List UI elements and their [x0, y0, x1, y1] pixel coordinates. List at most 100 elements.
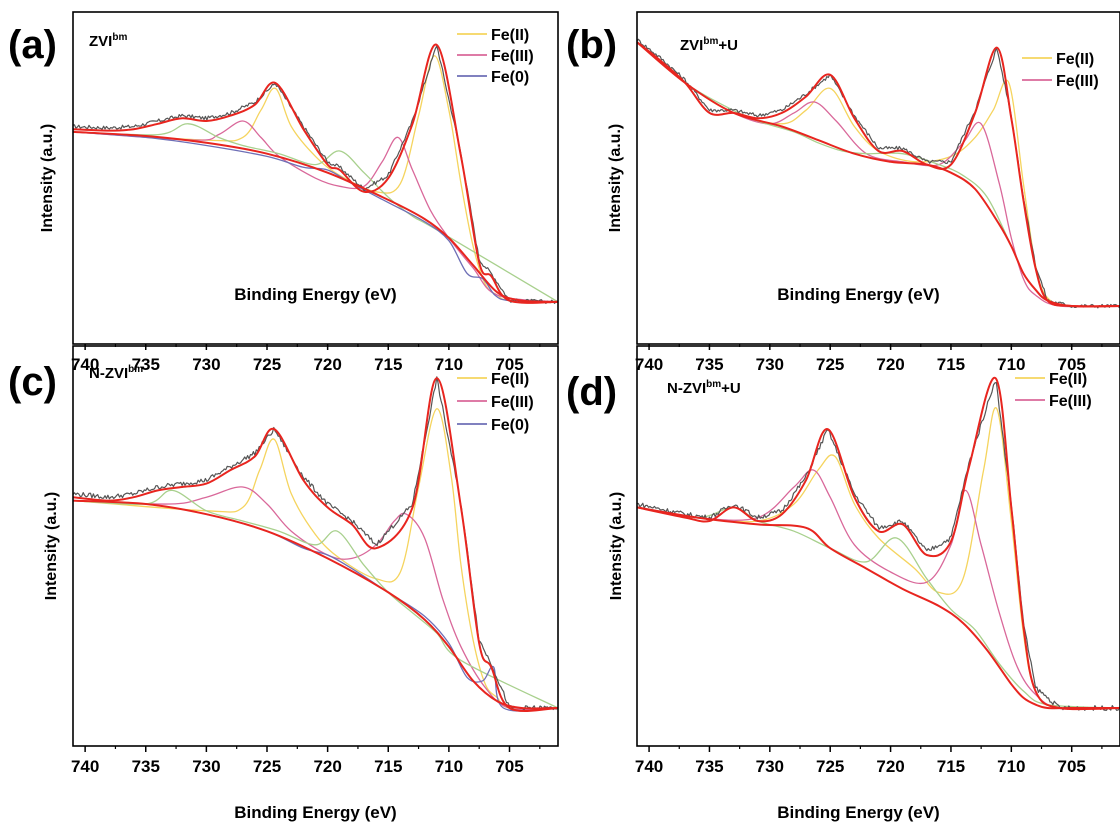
- series-component-3: [637, 407, 1120, 710]
- panel-d: 740 735 730 725 720 715 710 705 Binding Energy (…: [566, 345, 1120, 822]
- x-tick-label: 735: [695, 355, 723, 374]
- plot-frame: [636, 345, 1120, 747]
- series-envelope-1: [73, 377, 558, 712]
- series-raw-spectrum: [637, 381, 1120, 711]
- series-component-3: [637, 41, 1120, 308]
- x-tick-label: 730: [756, 757, 784, 776]
- legend-label: Fe(0): [491, 69, 529, 86]
- series-component-4: [637, 469, 1120, 710]
- panel-label: (d): [566, 370, 617, 414]
- panel-label: (b): [566, 23, 617, 67]
- x-tick-label: 725: [816, 757, 844, 776]
- sample-label: N-ZVIbm: [89, 364, 143, 382]
- x-tick-label: 730: [756, 355, 784, 374]
- sample-suffix: +U: [718, 37, 738, 54]
- series-component-3: [73, 55, 558, 303]
- series-group: [637, 38, 1120, 309]
- x-tick-label: 705: [495, 355, 523, 374]
- x-tick-label: 740: [635, 757, 663, 776]
- series-raw-spectrum: [637, 38, 1120, 309]
- legend-label: Fe(III): [491, 48, 534, 65]
- x-tick-label: 720: [313, 757, 341, 776]
- x-axis-label: Binding Energy (eV): [234, 803, 396, 822]
- series-component-4: [637, 41, 1120, 308]
- x-tick-label: 705: [1058, 757, 1086, 776]
- legend-label: Fe(II): [1056, 51, 1094, 68]
- series-component-6: [73, 131, 558, 303]
- series-group: [73, 376, 558, 712]
- sample-name: N-ZVI: [667, 380, 706, 397]
- series-background-2: [637, 41, 1120, 308]
- sample-suffix: +U: [721, 380, 741, 397]
- x-tick-label: 715: [937, 355, 965, 374]
- x-tick-label: 710: [997, 757, 1025, 776]
- x-tick-label: 725: [253, 355, 281, 374]
- x-axis-label: Binding Energy (eV): [234, 285, 396, 304]
- x-tick-label: 735: [132, 355, 160, 374]
- legend-label: Fe(II): [491, 27, 529, 44]
- panel-b: 740 735 730 725 720 715 710 705 Binding Energy (…: [566, 11, 1120, 374]
- x-tick-label: 710: [997, 355, 1025, 374]
- series-component-5: [73, 123, 558, 303]
- sample-superscript: bm: [706, 379, 721, 390]
- y-axis-label: Intensity (a.u.): [39, 124, 56, 232]
- series-component-4: [73, 486, 558, 711]
- sample-label: ZVIbm+U: [680, 36, 738, 54]
- x-tick-label: 705: [1058, 355, 1086, 374]
- series-component-5: [637, 41, 1120, 308]
- series-envelope-1: [73, 43, 558, 304]
- series-component-6: [73, 499, 558, 712]
- sample-name: N-ZVI: [89, 365, 128, 382]
- x-tick-label: 725: [253, 757, 281, 776]
- x-tick-label: 730: [192, 757, 220, 776]
- panel-label: (a): [8, 23, 57, 67]
- series-group: [637, 377, 1120, 711]
- series-background-2: [73, 130, 558, 303]
- panel-label: (c): [8, 360, 57, 404]
- x-tick-label: 725: [816, 355, 844, 374]
- legend-label: Fe(II): [491, 371, 529, 388]
- y-axis-label: Intensity (a.u.): [607, 124, 624, 232]
- series-envelope-1: [637, 377, 1120, 711]
- x-tick-label: 740: [71, 757, 99, 776]
- x-tick-label: 720: [876, 757, 904, 776]
- x-tick-label: 715: [937, 757, 965, 776]
- sample-superscript: bm: [128, 364, 143, 375]
- plot-frame: [72, 345, 559, 747]
- sample-name: ZVI: [680, 37, 703, 54]
- x-axis-label: Binding Energy (eV): [777, 803, 939, 822]
- x-tick-label: 740: [635, 355, 663, 374]
- x-tick-label: 715: [374, 355, 402, 374]
- x-tick-label: 710: [435, 757, 463, 776]
- x-tick-label: 735: [132, 757, 160, 776]
- series-background-2: [73, 499, 558, 710]
- sample-label: ZVIbm: [89, 32, 127, 50]
- y-axis-label: Intensity (a.u.): [608, 492, 625, 600]
- plot-frame: [636, 11, 1120, 345]
- plot-frame: [72, 11, 559, 345]
- series-component-5: [73, 489, 558, 709]
- x-tick-label: 730: [192, 355, 220, 374]
- series-envelope-1: [637, 41, 1120, 308]
- series-raw-spectrum: [73, 45, 558, 304]
- sample-name: ZVI: [89, 33, 112, 50]
- legend-label: Fe(II): [1049, 371, 1087, 388]
- x-tick-label: 715: [374, 757, 402, 776]
- series-background-2: [637, 506, 1120, 710]
- legend-label: Fe(III): [1056, 73, 1099, 90]
- sample-superscript: bm: [112, 32, 127, 43]
- series-group: [73, 43, 558, 304]
- sample-superscript: bm: [703, 36, 718, 47]
- sample-label: N-ZVIbm+U: [667, 379, 741, 397]
- x-tick-label: 735: [695, 757, 723, 776]
- panel-a: 740 735 730 725 720 715 710 705 Binding Energy (…: [8, 11, 559, 374]
- x-tick-label: 720: [313, 355, 341, 374]
- x-tick-label: 705: [495, 757, 523, 776]
- x-tick-label: 720: [876, 355, 904, 374]
- y-axis-label: Intensity (a.u.): [43, 492, 60, 600]
- panel-c: 740 735 730 725 720 715 710 705 Binding Energy (…: [8, 345, 559, 822]
- legend-label: Fe(0): [491, 417, 529, 434]
- x-tick-label: 740: [71, 355, 99, 374]
- series-component-3: [73, 408, 558, 710]
